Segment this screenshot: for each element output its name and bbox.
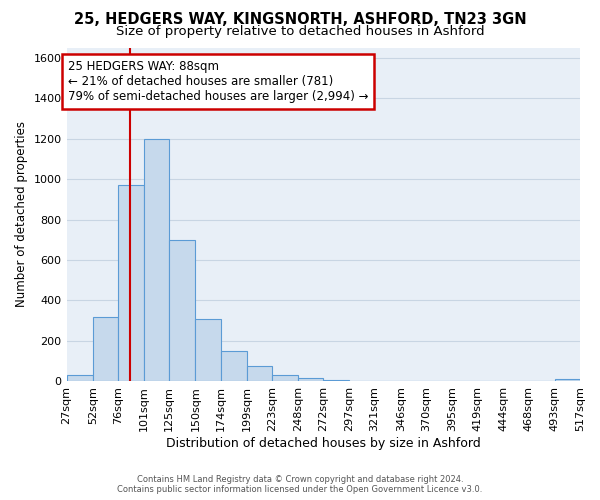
Bar bbox=[221, 351, 247, 382]
Text: 25, HEDGERS WAY, KINGSNORTH, ASHFORD, TN23 3GN: 25, HEDGERS WAY, KINGSNORTH, ASHFORD, TN… bbox=[74, 12, 526, 28]
X-axis label: Distribution of detached houses by size in Ashford: Distribution of detached houses by size … bbox=[166, 437, 481, 450]
Bar bbox=[169, 240, 196, 382]
Bar bbox=[93, 316, 118, 382]
Y-axis label: Number of detached properties: Number of detached properties bbox=[15, 122, 28, 308]
Text: Size of property relative to detached houses in Ashford: Size of property relative to detached ho… bbox=[116, 25, 484, 38]
Bar bbox=[67, 376, 93, 382]
Bar bbox=[118, 185, 144, 382]
Text: Contains HM Land Registry data © Crown copyright and database right 2024.
Contai: Contains HM Land Registry data © Crown c… bbox=[118, 474, 482, 494]
Bar bbox=[272, 376, 298, 382]
Bar bbox=[349, 381, 374, 382]
Bar bbox=[196, 318, 221, 382]
Bar bbox=[247, 366, 272, 382]
Bar bbox=[555, 380, 580, 382]
Bar bbox=[298, 378, 323, 382]
Bar bbox=[144, 138, 169, 382]
Text: 25 HEDGERS WAY: 88sqm
← 21% of detached houses are smaller (781)
79% of semi-det: 25 HEDGERS WAY: 88sqm ← 21% of detached … bbox=[68, 60, 368, 102]
Bar bbox=[323, 380, 349, 382]
